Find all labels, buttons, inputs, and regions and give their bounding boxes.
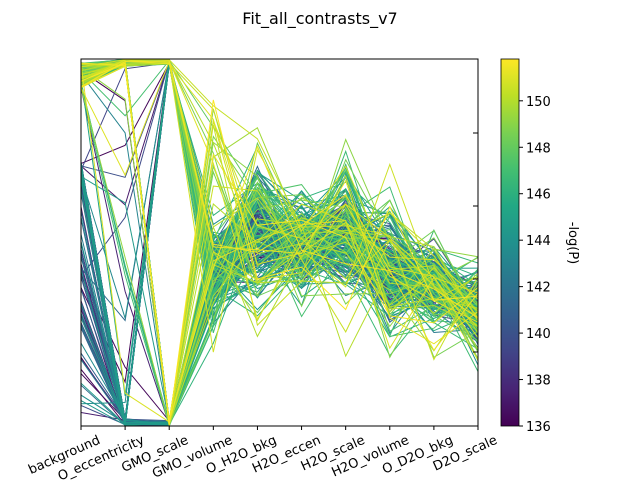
colorbar-tick-label: 142	[526, 281, 551, 296]
trace-line	[81, 60, 478, 357]
axis-tick-labels: backgroundO_eccentricityGMO_scaleGMO_vol…	[26, 426, 500, 484]
colorbar-tick-label: 138	[526, 374, 551, 389]
chart-title: Fit_all_contrasts_v7	[242, 9, 397, 29]
trace-line	[81, 62, 478, 313]
colorbar-tick-label: 140	[526, 327, 551, 342]
colorbar-tick-label: 146	[526, 188, 551, 203]
colorbar-tick-label: 150	[526, 95, 551, 110]
trace-lines	[81, 59, 478, 426]
colorbar-tick-label: 136	[526, 420, 551, 435]
trace-line	[81, 59, 478, 324]
trace-line	[81, 60, 478, 352]
colorbar-label: -log(P)	[565, 222, 580, 265]
trace-line	[81, 60, 478, 345]
colorbar: 136 138 140 142 144 146 148 150 -log(P)	[500, 58, 580, 435]
colorbar-ticks: 136 138 140 142 144 146 148 150	[519, 95, 551, 435]
trace-line	[81, 63, 478, 338]
trace-line	[81, 62, 478, 425]
trace-line	[81, 59, 478, 353]
colorbar-gradient	[500, 58, 520, 427]
trace-line	[81, 59, 478, 323]
parallel-axes	[473, 132, 478, 353]
trace-line	[81, 59, 478, 361]
plot-frame	[80, 58, 479, 427]
colorbar-tick-label: 144	[526, 234, 551, 249]
trace-line	[81, 64, 478, 423]
colorbar-tick-label: 148	[526, 141, 551, 156]
